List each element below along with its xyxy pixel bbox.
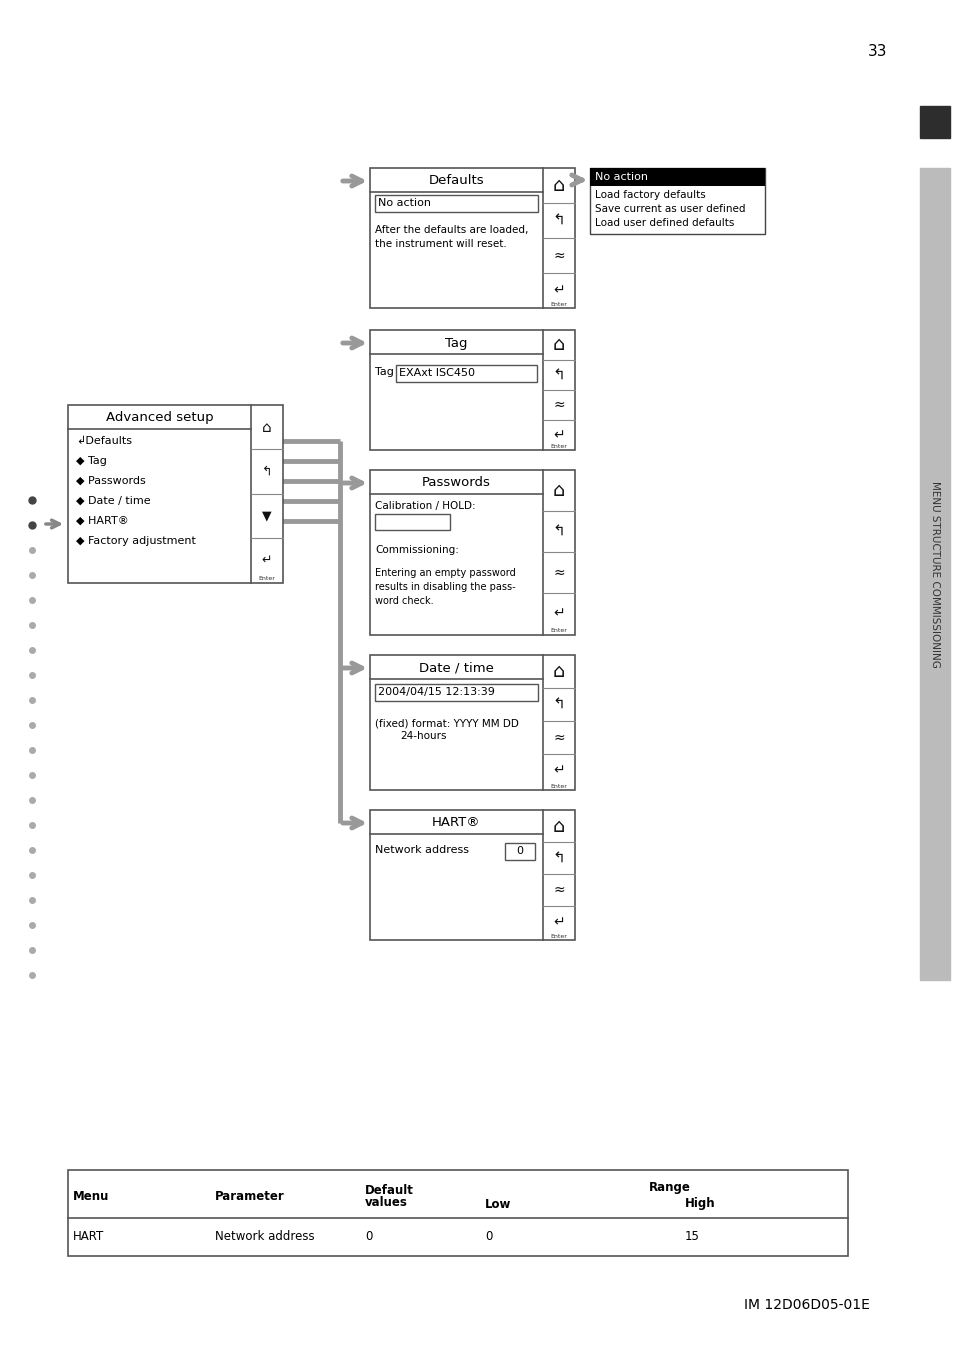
Bar <box>919 168 949 980</box>
Text: Tag: Tag <box>445 337 467 349</box>
Text: 2004/04/15 12:13:39: 2004/04/15 12:13:39 <box>377 686 495 697</box>
Text: Parameter: Parameter <box>214 1190 284 1202</box>
Text: Range: Range <box>648 1182 690 1194</box>
Text: HART®: HART® <box>432 816 480 830</box>
Text: HART: HART <box>73 1231 104 1243</box>
Text: ≈: ≈ <box>553 731 564 745</box>
Text: ⌂: ⌂ <box>552 336 564 355</box>
Text: Enter: Enter <box>550 628 567 634</box>
Text: No action: No action <box>595 172 647 181</box>
Text: Network address: Network address <box>214 1231 314 1243</box>
Text: 0: 0 <box>484 1231 492 1243</box>
Text: IM 12D06D05-01E: IM 12D06D05-01E <box>743 1298 869 1312</box>
Text: Menu: Menu <box>73 1190 110 1202</box>
Text: 33: 33 <box>867 45 887 60</box>
Bar <box>375 515 450 529</box>
Text: Date / time: Date / time <box>418 662 494 674</box>
Text: Enter: Enter <box>550 784 567 788</box>
Text: ◆ HART®: ◆ HART® <box>76 516 129 525</box>
Text: ⌂: ⌂ <box>552 481 564 500</box>
Text: Tag: Tag <box>375 367 394 376</box>
Bar <box>589 168 764 234</box>
Text: 0: 0 <box>516 846 523 856</box>
Text: ↵: ↵ <box>553 428 564 441</box>
Text: Load user defined defaults: Load user defined defaults <box>595 218 734 227</box>
Bar <box>370 810 575 940</box>
Bar <box>68 405 283 584</box>
Text: High: High <box>684 1197 715 1210</box>
Text: Passwords: Passwords <box>421 477 491 490</box>
Text: Enter: Enter <box>550 444 567 448</box>
Bar <box>68 1170 847 1257</box>
Text: Calibration / HOLD:: Calibration / HOLD: <box>375 501 476 510</box>
Bar <box>370 470 575 635</box>
Bar <box>370 168 575 307</box>
Bar <box>375 195 537 213</box>
Text: ↵: ↵ <box>553 607 564 620</box>
Text: 24-hours: 24-hours <box>399 731 446 741</box>
Bar <box>375 684 537 701</box>
Text: ◆ Passwords: ◆ Passwords <box>76 477 146 486</box>
Text: ↰: ↰ <box>261 464 272 478</box>
Text: ≈: ≈ <box>553 566 564 580</box>
Text: ◆ Tag: ◆ Tag <box>76 456 107 466</box>
Text: word check.: word check. <box>375 596 434 607</box>
Text: Enter: Enter <box>550 302 567 306</box>
Text: ↲Defaults: ↲Defaults <box>76 436 132 445</box>
Text: Load factory defaults: Load factory defaults <box>595 190 705 200</box>
Text: ⌂: ⌂ <box>552 176 564 195</box>
Bar <box>504 844 535 860</box>
Text: Default: Default <box>365 1183 414 1197</box>
Text: ↵: ↵ <box>553 915 564 929</box>
Text: Save current as user defined: Save current as user defined <box>595 204 744 214</box>
Text: ↵: ↵ <box>553 764 564 777</box>
Text: ↰: ↰ <box>552 213 565 227</box>
Text: values: values <box>365 1197 408 1209</box>
Text: After the defaults are loaded,: After the defaults are loaded, <box>375 225 528 236</box>
Text: Entering an empty password: Entering an empty password <box>375 567 516 578</box>
Text: ⌂: ⌂ <box>552 662 564 681</box>
Text: Enter: Enter <box>258 577 275 581</box>
Text: ⌂: ⌂ <box>262 420 272 435</box>
Text: (fixed) format: YYYY MM DD: (fixed) format: YYYY MM DD <box>375 718 518 728</box>
Text: ↵: ↵ <box>553 283 564 298</box>
Text: ↰: ↰ <box>552 697 565 712</box>
Text: Commissioning:: Commissioning: <box>375 546 458 555</box>
Bar <box>395 366 537 382</box>
Text: EXAxt ISC450: EXAxt ISC450 <box>398 368 475 378</box>
Text: ↰: ↰ <box>552 367 565 382</box>
Text: results in disabling the pass-: results in disabling the pass- <box>375 582 515 592</box>
Text: ◆ Factory adjustment: ◆ Factory adjustment <box>76 536 195 546</box>
Text: Network address: Network address <box>375 845 469 854</box>
Bar <box>919 106 949 138</box>
Text: ↰: ↰ <box>552 524 565 539</box>
Text: ↰: ↰ <box>552 850 565 865</box>
Text: ▼: ▼ <box>262 509 272 523</box>
Text: No action: No action <box>377 198 431 209</box>
Text: Advanced setup: Advanced setup <box>106 412 213 425</box>
Text: Low: Low <box>484 1197 511 1210</box>
Bar <box>370 655 575 789</box>
Text: ⌂: ⌂ <box>552 816 564 835</box>
Bar <box>589 168 764 185</box>
Text: ◆ Date / time: ◆ Date / time <box>76 496 151 506</box>
Text: ≈: ≈ <box>553 249 564 263</box>
Bar <box>370 330 575 450</box>
Text: MENU STRUCTURE COMMISSIONING: MENU STRUCTURE COMMISSIONING <box>929 481 939 668</box>
Text: Enter: Enter <box>550 933 567 938</box>
Text: ≈: ≈ <box>553 883 564 896</box>
Text: ≈: ≈ <box>553 398 564 412</box>
Text: 0: 0 <box>365 1231 372 1243</box>
Text: the instrument will reset.: the instrument will reset. <box>375 240 506 249</box>
Text: 15: 15 <box>684 1231 700 1243</box>
Text: Defaults: Defaults <box>428 175 484 187</box>
Text: 5: 5 <box>929 146 940 161</box>
Text: ↵: ↵ <box>261 554 272 566</box>
